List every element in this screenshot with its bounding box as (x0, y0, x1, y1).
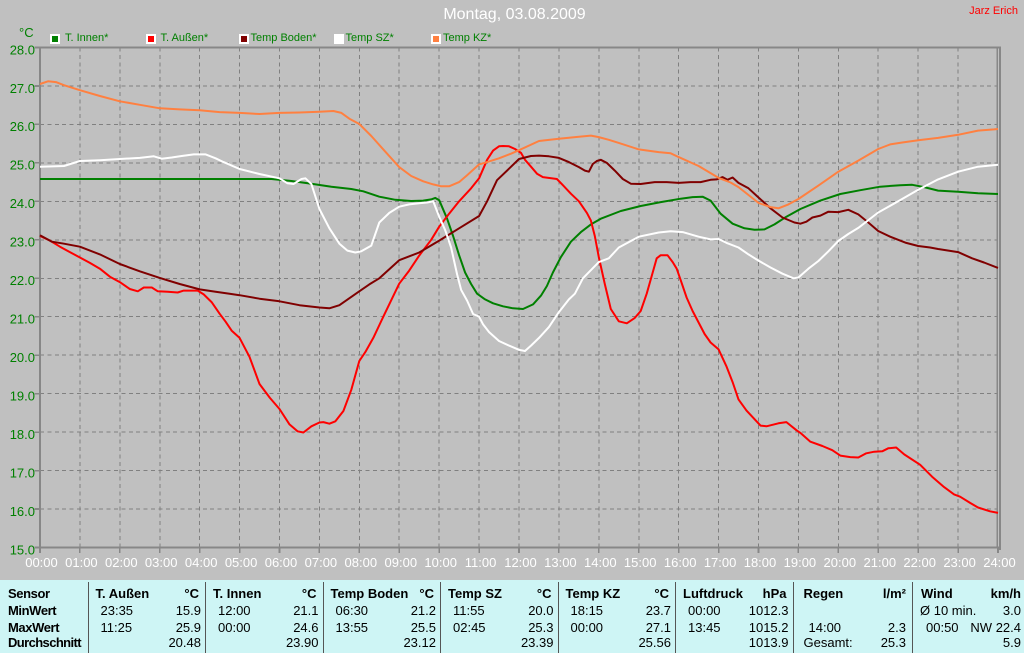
svg-text:26.0: 26.0 (10, 119, 35, 134)
svg-text:18:00: 18:00 (744, 555, 777, 570)
svg-text:28.0: 28.0 (10, 42, 35, 57)
svg-text:22.0: 22.0 (10, 273, 35, 288)
svg-text:07:00: 07:00 (305, 555, 338, 570)
svg-text:27.0: 27.0 (10, 81, 35, 96)
svg-text:16.0: 16.0 (10, 504, 35, 519)
svg-text:18.0: 18.0 (10, 427, 35, 442)
svg-text:16:00: 16:00 (664, 555, 697, 570)
svg-text:°C: °C (19, 25, 34, 40)
svg-text:17:00: 17:00 (704, 555, 737, 570)
svg-text:10:00: 10:00 (424, 555, 457, 570)
svg-text:20:00: 20:00 (824, 555, 857, 570)
svg-text:04:00: 04:00 (185, 555, 218, 570)
svg-text:02:00: 02:00 (105, 555, 138, 570)
svg-text:24.0: 24.0 (10, 196, 35, 211)
svg-text:23.0: 23.0 (10, 235, 35, 250)
svg-text:20.0: 20.0 (10, 350, 35, 365)
svg-text:15.0: 15.0 (10, 542, 35, 557)
svg-text:19.0: 19.0 (10, 389, 35, 404)
svg-text:09:00: 09:00 (385, 555, 418, 570)
svg-text:22:00: 22:00 (903, 555, 936, 570)
svg-text:21:00: 21:00 (864, 555, 897, 570)
svg-text:25.0: 25.0 (10, 158, 35, 173)
svg-text:03:00: 03:00 (145, 555, 178, 570)
svg-text:15:00: 15:00 (624, 555, 657, 570)
svg-text:12:00: 12:00 (504, 555, 537, 570)
svg-text:19:00: 19:00 (784, 555, 817, 570)
svg-text:08:00: 08:00 (345, 555, 378, 570)
svg-text:06:00: 06:00 (265, 555, 298, 570)
svg-text:05:00: 05:00 (225, 555, 258, 570)
svg-text:13:00: 13:00 (544, 555, 577, 570)
svg-text:24:00: 24:00 (983, 555, 1016, 570)
svg-text:11:00: 11:00 (465, 555, 497, 570)
svg-text:17.0: 17.0 (10, 465, 35, 480)
svg-text:14:00: 14:00 (584, 555, 617, 570)
svg-text:21.0: 21.0 (10, 312, 35, 327)
svg-text:23:00: 23:00 (943, 555, 976, 570)
svg-text:00:00: 00:00 (25, 555, 58, 570)
svg-text:01:00: 01:00 (65, 555, 98, 570)
